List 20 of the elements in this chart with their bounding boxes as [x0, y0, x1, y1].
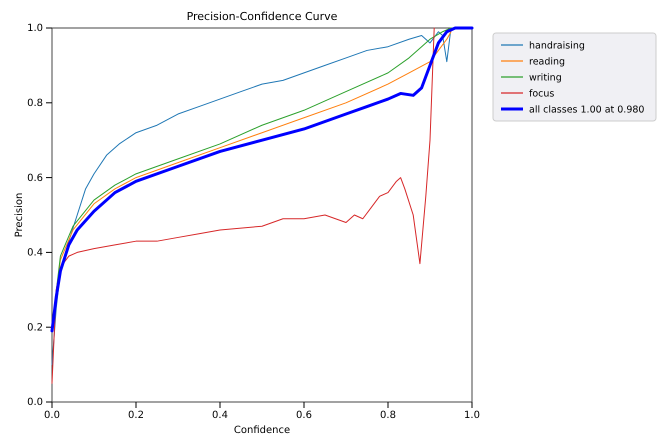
- y-tick-label: 0.4: [27, 248, 43, 259]
- legend-label: focus: [529, 88, 554, 100]
- legend-label: reading: [529, 56, 566, 68]
- legend-label: handraising: [529, 40, 585, 52]
- chart-title: Precision-Confidence Curve: [186, 10, 338, 23]
- x-axis-title: Confidence: [234, 425, 290, 436]
- legend-label: writing: [529, 72, 562, 84]
- x-tick-label: 1.0: [464, 410, 480, 422]
- y-tick-label: 0.6: [27, 172, 43, 184]
- y-tick-label: 1.0: [27, 23, 43, 34]
- y-tick-label: 0.2: [27, 322, 43, 334]
- x-tick-label: 0.2: [128, 410, 144, 422]
- x-tick-label: 0.6: [296, 410, 312, 422]
- x-tick-label: 0.0: [44, 410, 60, 422]
- legend-label: all classes 1.00 at 0.980: [529, 104, 644, 116]
- y-axis-title: Precision: [14, 192, 25, 238]
- x-tick-label: 0.4: [212, 410, 228, 422]
- y-tick-label: 0.0: [27, 397, 43, 408]
- y-tick-label: 0.8: [27, 98, 43, 109]
- x-tick-label: 0.8: [380, 410, 396, 422]
